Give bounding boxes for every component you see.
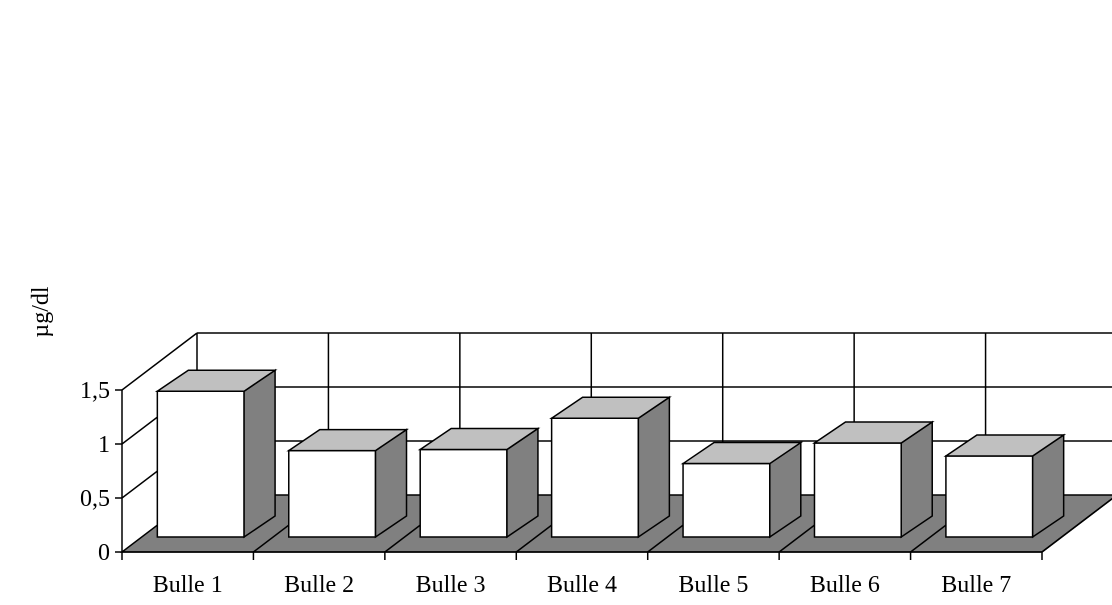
bar xyxy=(683,443,801,537)
bar-front-face xyxy=(420,450,507,537)
bar xyxy=(157,370,275,537)
bar-side-face xyxy=(638,397,669,537)
bar-front-face xyxy=(552,418,639,537)
bar-side-face xyxy=(244,370,275,537)
bar-front-face xyxy=(157,391,244,537)
bar xyxy=(289,430,407,537)
y-tick-label: 1 xyxy=(98,432,110,458)
bar xyxy=(814,422,932,537)
x-tick-label: Bulle 6 xyxy=(810,572,880,598)
bar-front-face xyxy=(289,451,376,537)
x-tick-label: Bulle 5 xyxy=(678,572,748,598)
x-tick-label: Bulle 2 xyxy=(284,572,354,598)
y-axis-title: µg/dl xyxy=(28,286,54,337)
bar xyxy=(946,435,1064,537)
bar xyxy=(420,429,538,537)
x-tick-label: Bulle 1 xyxy=(153,572,223,598)
y-tick-label: 0 xyxy=(98,540,110,566)
x-tick-label: Bulle 4 xyxy=(547,572,617,598)
x-tick-label: Bulle 3 xyxy=(416,572,486,598)
bar-front-face xyxy=(814,443,901,537)
bar-front-face xyxy=(946,456,1033,537)
bars xyxy=(157,370,1063,537)
y-tick-label: 0,5 xyxy=(80,486,110,512)
y-tick-label: 1,5 xyxy=(80,378,110,404)
x-tick-label: Bulle 7 xyxy=(941,572,1011,598)
bar xyxy=(552,397,670,537)
bar-front-face xyxy=(683,464,770,537)
